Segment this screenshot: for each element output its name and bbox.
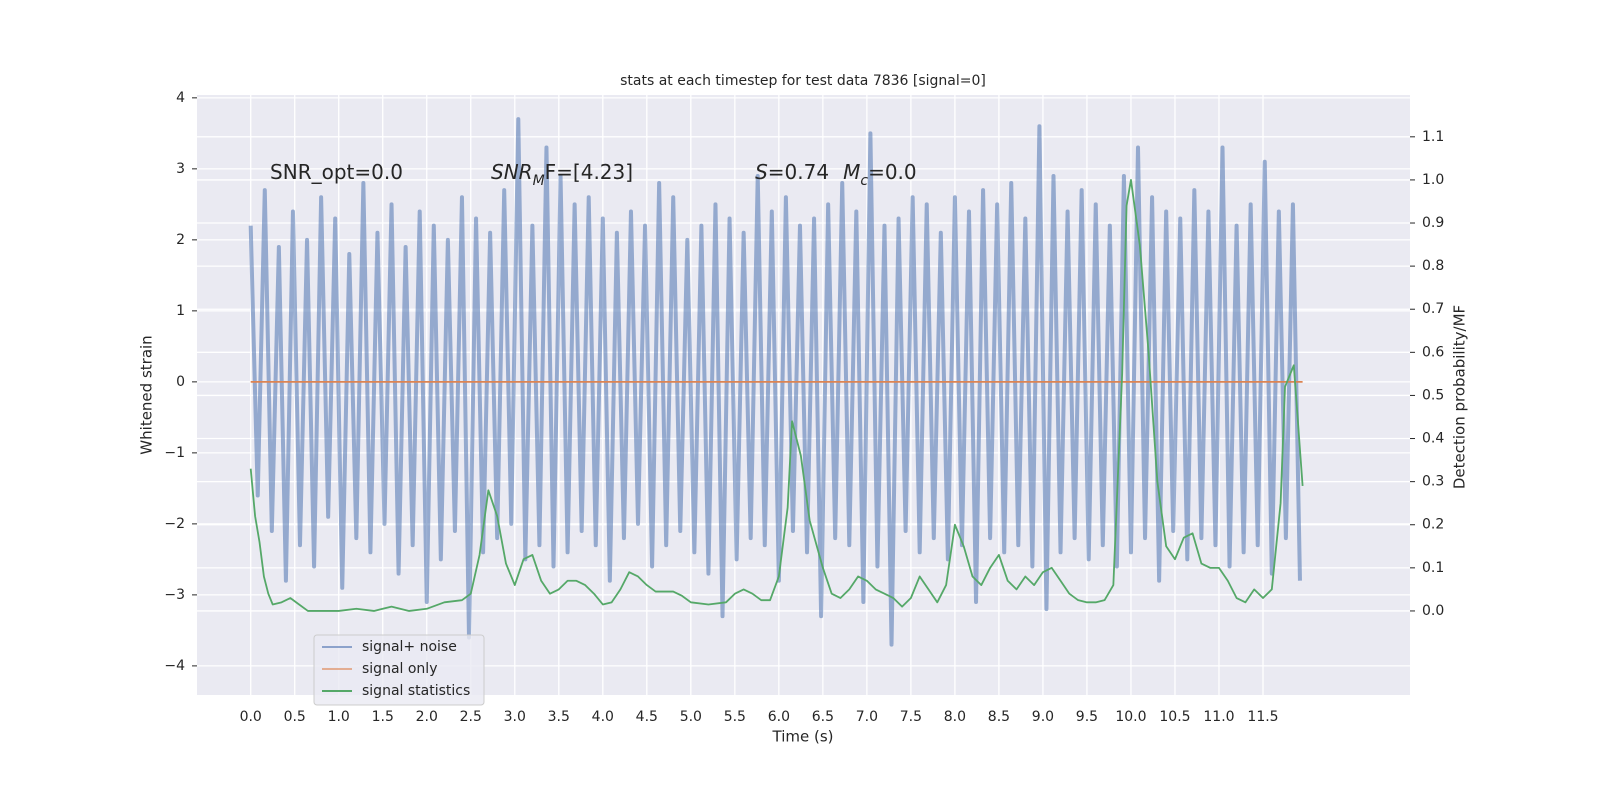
y2-tick-label: 0.0 — [1422, 603, 1444, 619]
x-tick-label: 3.5 — [548, 709, 570, 725]
y-tick-label: −2 — [164, 516, 185, 532]
x-tick-label: 0.5 — [284, 709, 306, 725]
x-axis-label: Time (s) — [772, 728, 834, 746]
series-line — [249, 179, 1304, 612]
annotation: SNR_opt=0.0 — [270, 160, 403, 184]
y2-tick-label: 0.2 — [1422, 517, 1444, 533]
y2-tick-label: 0.4 — [1422, 431, 1444, 447]
annotation-part: M — [533, 173, 545, 189]
labels: 0.0 0.5 1.0 1.5 2.0 2.5 3.0 3.5 4.0 4.5 5.0 5.5 6.0 6… — [164, 90, 1444, 725]
y-tick-label: 4 — [176, 90, 185, 106]
y-tick-label: −4 — [164, 658, 185, 674]
legend-label: signal+ noise — [362, 639, 457, 655]
chart-title: stats at each timestep for test data 783… — [620, 73, 986, 89]
y-axis-label: Whitened strain — [138, 335, 156, 454]
annotation: Mc=0.0 — [843, 160, 917, 190]
annotation-part: S — [755, 160, 768, 184]
y-tick-label: 0 — [176, 374, 185, 390]
annotation-part: =0.0 — [868, 160, 917, 184]
y-tick-label: −3 — [164, 587, 185, 603]
legend-box — [313, 634, 485, 706]
x-tick-label: 6.5 — [812, 709, 834, 725]
annotation: S=0.74 — [755, 160, 829, 184]
x-tick-label: 7.5 — [900, 709, 922, 725]
y-tick-label: −1 — [164, 445, 185, 461]
legend-label: signal statistics — [362, 683, 470, 699]
x-tick-label: 10.5 — [1159, 709, 1190, 725]
x-tick-label: 2.0 — [416, 709, 438, 725]
x-tick-label: 4.5 — [636, 709, 658, 725]
y2-tick-label: 0.7 — [1422, 301, 1444, 317]
legend-label: signal only — [362, 661, 437, 677]
x-tick-label: 1.5 — [372, 709, 394, 725]
y-tick-label: 2 — [176, 232, 185, 248]
x-tick-label: 9.5 — [1076, 709, 1098, 725]
x-tick-label: 2.5 — [460, 709, 482, 725]
annotation-part: c — [860, 173, 868, 189]
x-tick-label: 5.0 — [680, 709, 702, 725]
x-tick-label: 11.0 — [1203, 709, 1234, 725]
annotation-part: M — [843, 160, 860, 184]
x-tick-label: 11.5 — [1247, 709, 1278, 725]
x-tick-label: 5.5 — [724, 709, 746, 725]
y2-axis-label: Detection probability/MF — [1451, 305, 1469, 489]
annotation-part: SNR_opt=0.0 — [270, 160, 403, 184]
annotation: SNRMF=[4.23] — [491, 160, 633, 190]
x-tick-label: 8.0 — [944, 709, 966, 725]
x-tick-label: 7.0 — [856, 709, 878, 725]
y-tick-label: 3 — [176, 161, 185, 177]
y2-tick-label: 0.9 — [1422, 215, 1444, 231]
y2-tick-label: 0.6 — [1422, 344, 1444, 360]
y2-tick-label: 0.5 — [1422, 387, 1444, 403]
y-tick-label: 1 — [176, 303, 185, 319]
x-tick-label: 6.0 — [768, 709, 790, 725]
x-tick-label: 10.0 — [1115, 709, 1146, 725]
y2-tick-label: 1.1 — [1422, 129, 1444, 145]
y2-tick-label: 1.0 — [1422, 172, 1444, 188]
y2-tick-label: 0.8 — [1422, 258, 1444, 274]
x-tick-label: 4.0 — [592, 709, 614, 725]
data — [248, 117, 1304, 647]
annotation-part: SNR — [491, 160, 533, 184]
x-tick-label: 3.0 — [504, 709, 526, 725]
x-tick-label: 9.0 — [1032, 709, 1054, 725]
y2-tick-label: 0.3 — [1422, 474, 1444, 490]
x-tick-label: 8.5 — [988, 709, 1010, 725]
y2-tick-label: 0.1 — [1422, 560, 1444, 576]
annotation-part: =0.74 — [768, 160, 829, 184]
x-tick-label: 1.0 — [328, 709, 350, 725]
annotation-part: F=[4.23] — [545, 160, 633, 184]
x-tick-label: 0.0 — [240, 709, 262, 725]
